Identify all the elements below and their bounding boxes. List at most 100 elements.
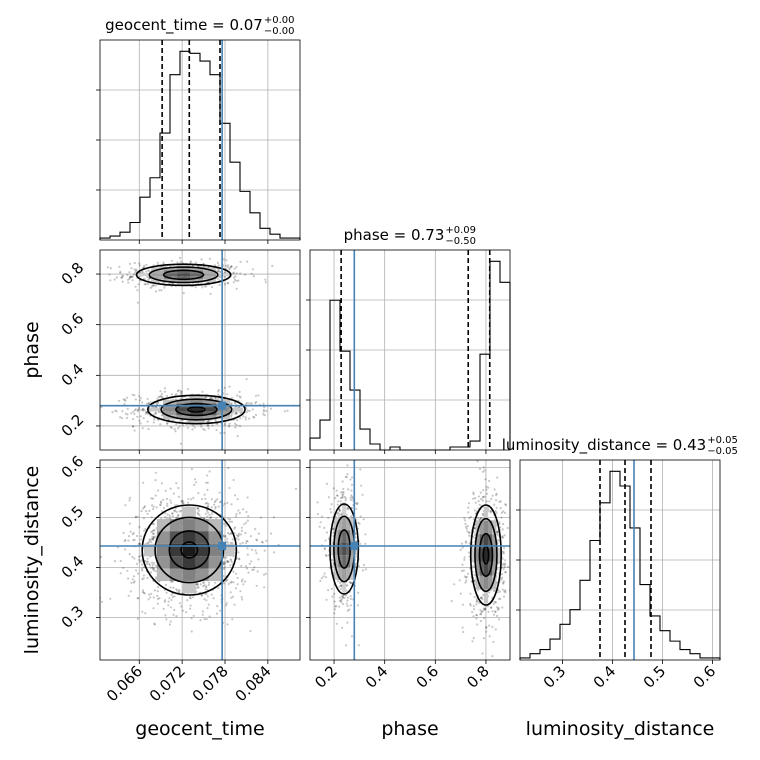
sample-point (135, 268, 138, 271)
sample-point (119, 572, 122, 575)
sample-point (255, 538, 258, 541)
sample-point (326, 531, 329, 534)
sample-point (189, 261, 192, 264)
sample-point (472, 615, 475, 618)
sample-point (478, 503, 481, 506)
sample-point (143, 283, 146, 286)
sample-point (132, 575, 136, 578)
sample-point (226, 537, 229, 541)
sample-point (152, 284, 155, 287)
density-cell (483, 575, 489, 590)
sample-point (127, 539, 130, 542)
sample-point (153, 589, 157, 592)
sample-point (468, 555, 471, 558)
sample-point (496, 531, 499, 534)
sample-point (206, 607, 209, 610)
sample-point (334, 496, 337, 500)
sample-point (233, 267, 236, 270)
sample-point (238, 558, 241, 561)
sample-point (325, 598, 328, 601)
sample-point (503, 534, 506, 537)
sample-point (152, 536, 155, 539)
sample-point (235, 272, 238, 275)
sample-point (176, 514, 180, 518)
sample-point (230, 265, 233, 268)
sample-point (332, 487, 335, 490)
sample-point (138, 558, 141, 562)
sample-point (131, 425, 135, 428)
sample-point (234, 426, 237, 429)
sample-point (261, 541, 264, 544)
contour-0-2 (337, 529, 351, 569)
sample-point (150, 537, 153, 541)
sample-point (139, 542, 142, 545)
sample-point (216, 498, 219, 501)
sample-point (207, 424, 210, 427)
sample-point (148, 270, 151, 273)
sample-point (294, 487, 298, 490)
sample-point (475, 617, 478, 620)
sample-point (262, 413, 265, 416)
sample-point (498, 618, 501, 621)
sample-point (132, 581, 135, 584)
density-cell (483, 561, 489, 576)
sample-point (334, 605, 337, 608)
sample-point (232, 411, 235, 414)
sample-point (146, 512, 149, 515)
sample-point (486, 605, 489, 608)
sample-point (228, 425, 231, 428)
sample-point (187, 501, 190, 504)
sample-point (196, 583, 199, 586)
sample-point (478, 601, 481, 605)
sample-point (354, 501, 357, 505)
sample-point (514, 543, 516, 545)
sample-point (348, 581, 351, 584)
sample-point (216, 277, 219, 280)
sample-point (481, 513, 484, 516)
sample-point (132, 417, 135, 421)
sample-point (161, 392, 164, 395)
sample-point (234, 572, 238, 575)
sample-point (182, 501, 185, 504)
sample-point (502, 552, 505, 555)
sample-point (485, 626, 488, 629)
sample-point (228, 385, 231, 388)
sample-point (501, 606, 504, 609)
sample-point (350, 494, 353, 497)
density-cell (334, 567, 339, 580)
sample-point (480, 596, 483, 600)
sample-point (243, 580, 247, 583)
sample-point (201, 286, 204, 289)
sample-point (151, 535, 154, 538)
sample-point (228, 422, 231, 425)
sample-point (332, 531, 335, 535)
sample-point (346, 596, 349, 599)
sample-point (472, 491, 475, 494)
density-cell (338, 542, 343, 556)
sample-point (162, 607, 165, 611)
density-cell (190, 273, 204, 277)
sample-point (496, 591, 500, 594)
sample-point (207, 502, 210, 505)
sample-point (229, 581, 232, 584)
sample-point (171, 515, 175, 518)
sample-point (115, 276, 118, 279)
sample-point (497, 608, 500, 611)
sample-point (234, 587, 238, 590)
sample-point (171, 512, 174, 515)
sample-point (231, 538, 234, 541)
sample-point (210, 513, 213, 516)
density-cell (342, 505, 347, 519)
density-cell (195, 556, 209, 569)
sample-point (476, 600, 479, 603)
sample-point (182, 292, 185, 295)
title-sup: +0.09 (445, 225, 476, 236)
sample-point (197, 586, 200, 589)
sample-point (144, 412, 147, 415)
sample-point (236, 498, 239, 501)
sample-point (339, 500, 342, 503)
sample-point (346, 507, 349, 510)
sample-point (485, 485, 488, 488)
sample-point (453, 583, 456, 586)
contour-1-0 (469, 504, 502, 606)
